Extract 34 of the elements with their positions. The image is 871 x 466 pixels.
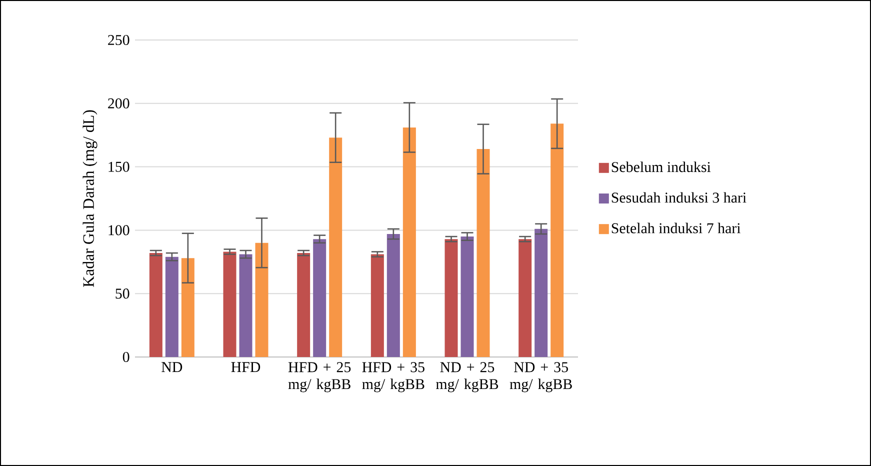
- y-tick-label: 100: [108, 225, 130, 236]
- y-tick-label: 50: [116, 288, 130, 299]
- bar: [165, 256, 178, 357]
- bar: [460, 236, 474, 357]
- bar: [476, 149, 490, 357]
- bar: [534, 228, 548, 357]
- bar: [518, 239, 532, 357]
- legend-label: Setelah induksi 7 hari: [612, 222, 741, 234]
- x-tick-label: ND + 25 mg/ kgBB: [436, 362, 498, 392]
- x-tick-label: HFD + 35 mg/ kgBB: [362, 362, 424, 392]
- x-tick-label: ND: [162, 362, 182, 372]
- legend-label: Sesudah induksi 3 hari: [612, 192, 746, 203]
- x-tick-label: HFD: [231, 362, 260, 372]
- bar: [297, 253, 310, 357]
- bar: [329, 138, 342, 357]
- bar: [550, 124, 564, 357]
- bar: [402, 127, 416, 357]
- y-axis-title: Kadar Gula Darah (mg/ dL): [82, 110, 98, 288]
- bar: [313, 239, 326, 357]
- y-tick-label: 0: [122, 352, 130, 362]
- bar: [223, 252, 236, 357]
- bar: [149, 253, 162, 357]
- bar: [444, 239, 458, 357]
- bar: [255, 242, 268, 357]
- bar: [239, 254, 252, 357]
- x-tick-label: ND + 35 mg/ kgBB: [510, 362, 572, 392]
- bar: [181, 258, 194, 357]
- bar: [370, 254, 384, 357]
- y-tick-label: 250: [108, 34, 130, 46]
- y-tick-label: 200: [108, 98, 130, 108]
- y-tick-label: 150: [108, 162, 130, 172]
- x-tick-label: HFD + 25 mg/ kgBB: [288, 362, 351, 392]
- bar: [386, 234, 400, 357]
- legend-label: Sebelum induksi: [612, 162, 711, 172]
